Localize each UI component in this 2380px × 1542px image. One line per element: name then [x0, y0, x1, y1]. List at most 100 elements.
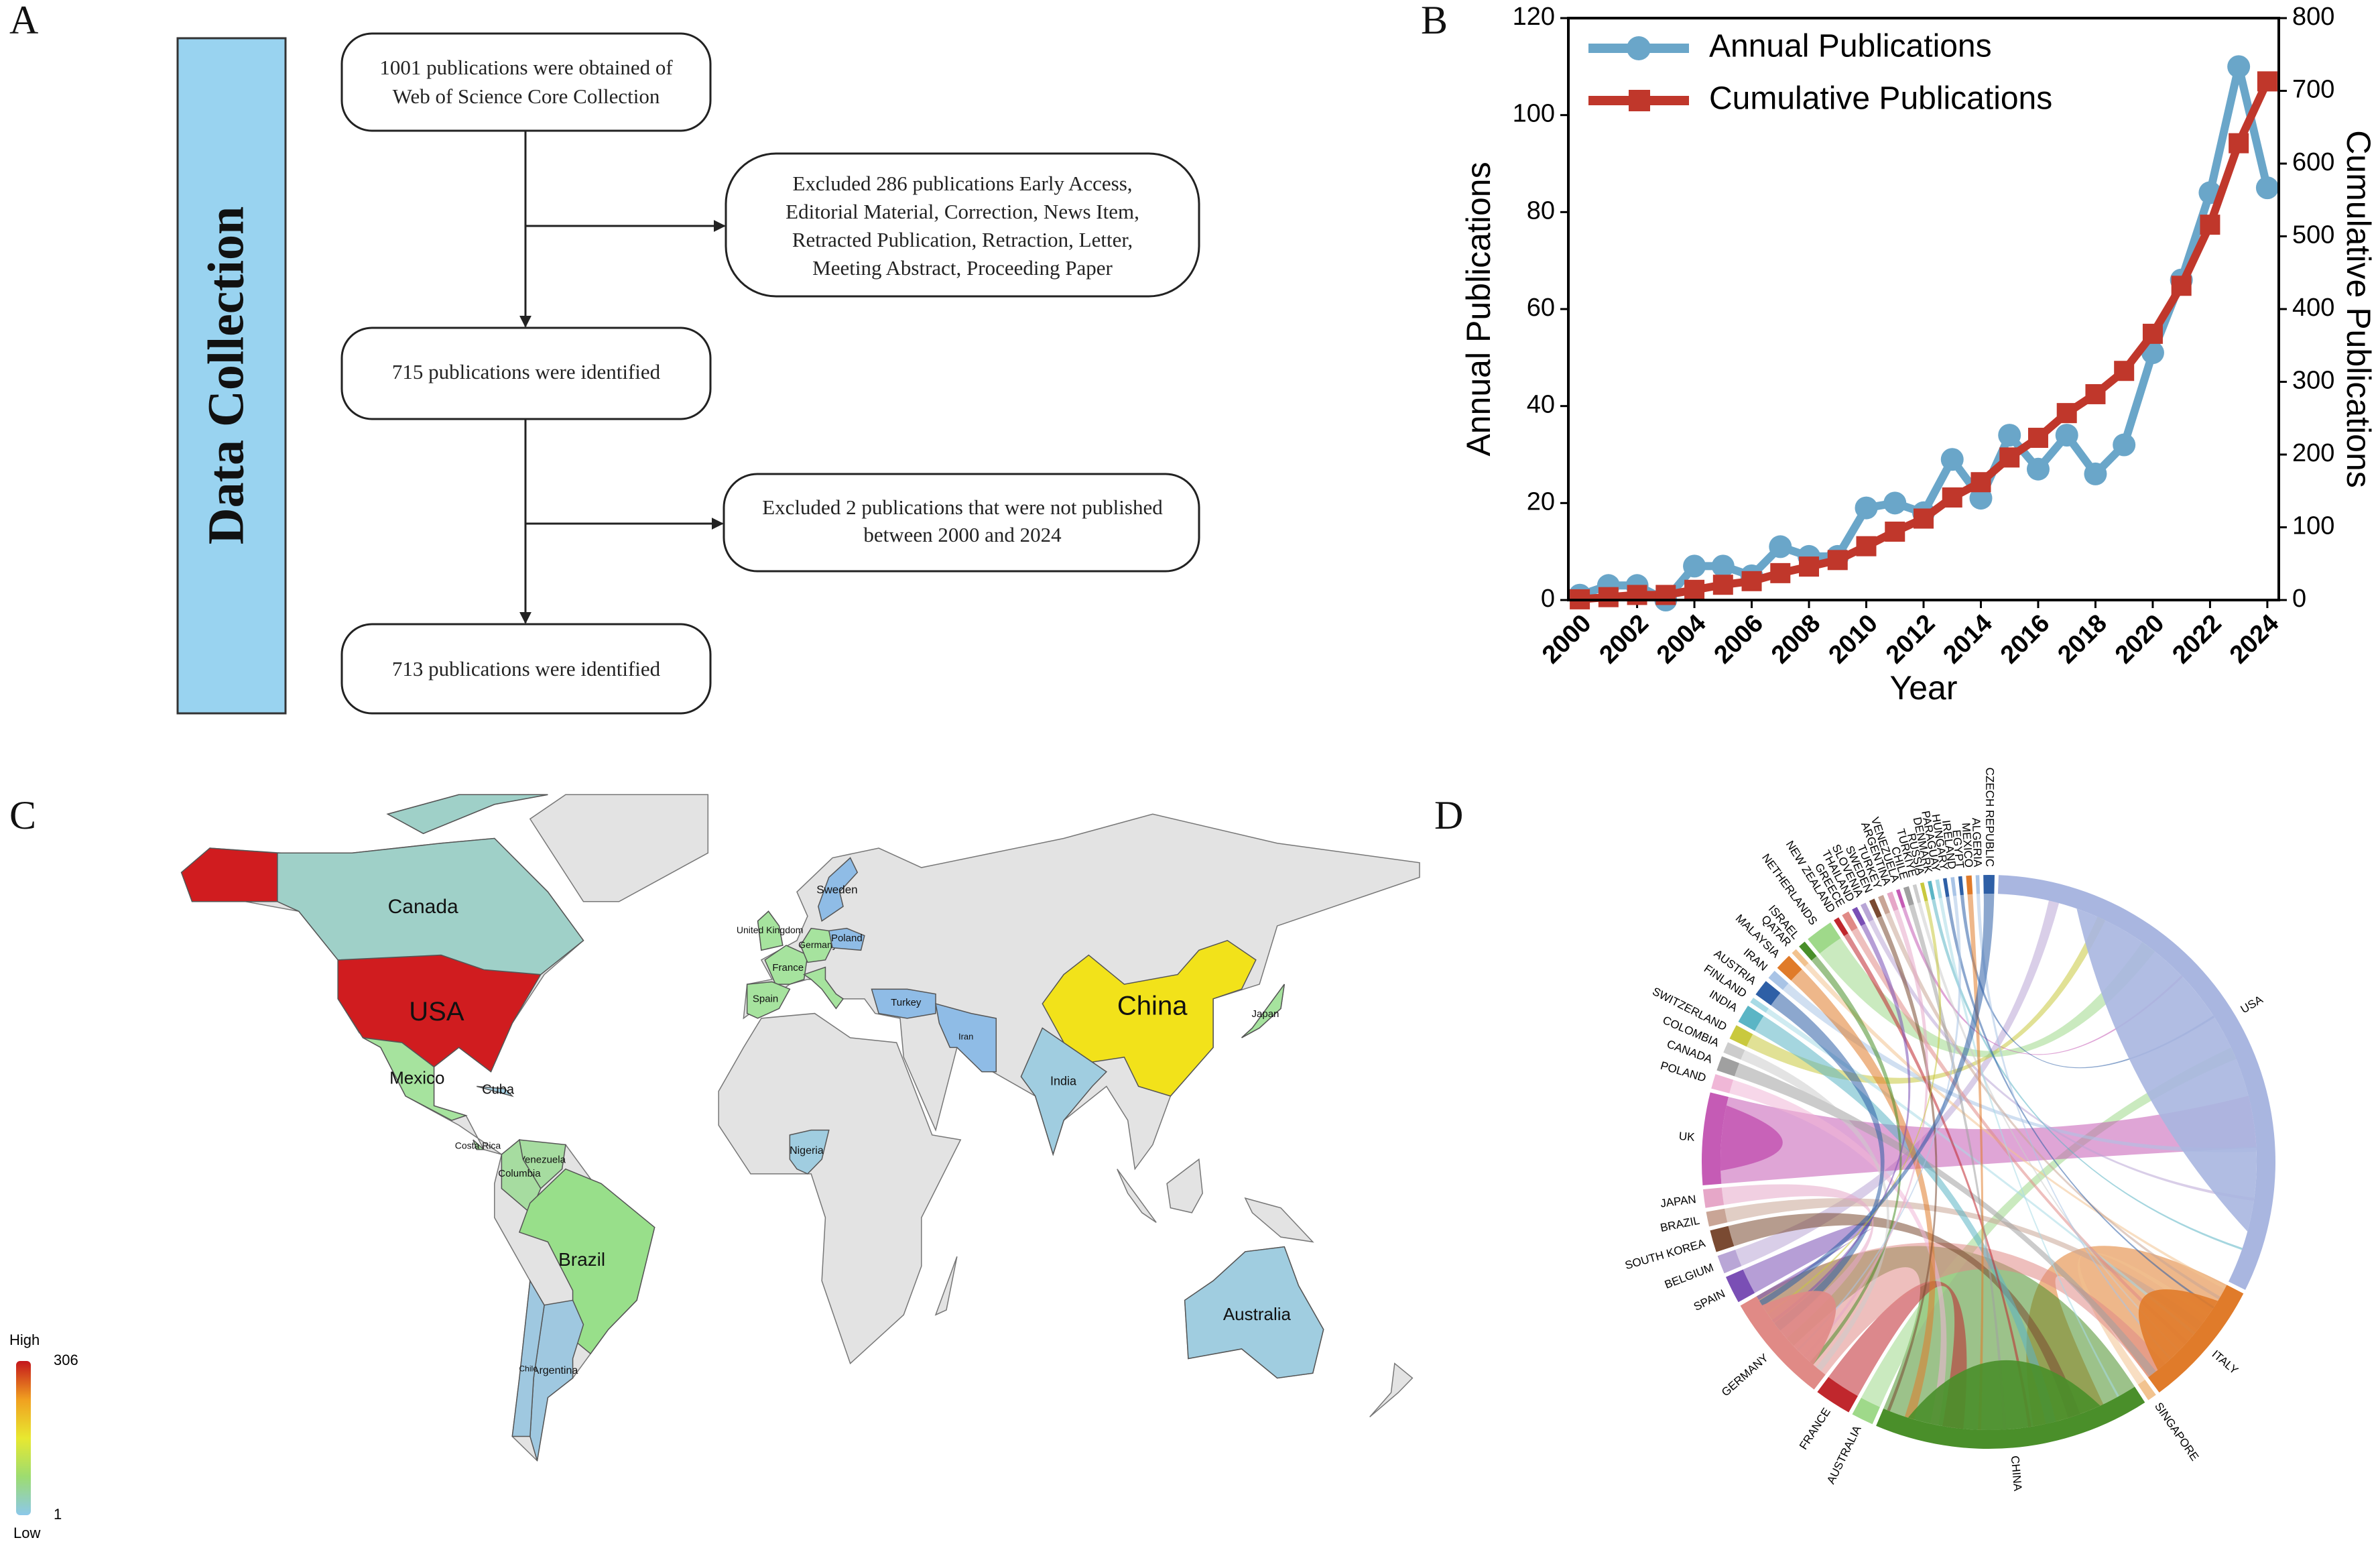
side-box	[176, 37, 287, 715]
x-axis-label: Year	[1889, 669, 1957, 707]
arc	[1975, 875, 1981, 894]
category-label: POLAND	[1659, 1059, 1707, 1085]
x-tick-label: 2002	[1594, 609, 1654, 669]
arc	[1750, 998, 1769, 1013]
y2-tick-label: 100	[2292, 512, 2334, 540]
legend-label: Annual Publications	[1709, 29, 1992, 64]
country	[802, 966, 844, 1010]
marker	[2171, 276, 2192, 296]
country-label: Japan	[1252, 1008, 1279, 1020]
arc	[1768, 971, 1789, 990]
marker	[1942, 487, 1962, 508]
category-label: FRANCE	[1797, 1406, 1833, 1452]
ribbon	[1720, 1095, 2257, 1184]
marker	[2113, 433, 2136, 457]
x-tick-label: 2006	[1709, 609, 1769, 669]
arc	[1710, 1226, 1735, 1252]
flow-text: Web of Science Core Collection	[393, 84, 660, 108]
ribbon	[1771, 992, 1885, 1331]
marker	[2257, 71, 2277, 92]
land	[934, 1256, 958, 1316]
arc	[1860, 902, 1874, 923]
land	[529, 794, 709, 902]
arc	[1777, 955, 1802, 981]
ribbon	[1907, 1360, 2101, 1430]
country-label: Costa Rica	[455, 1140, 501, 1151]
y2-tick-label: 600	[2292, 148, 2334, 176]
country	[518, 1168, 655, 1355]
marker	[2084, 462, 2107, 485]
arc	[1738, 1006, 1764, 1031]
line-chart: 0 20 40 60 80 100 120 0 100 200 300 400 500 600 700 800…	[1460, 3, 2377, 707]
marker	[1940, 448, 1964, 471]
arc	[1755, 981, 1781, 1006]
arc	[1740, 1296, 1826, 1390]
marker	[2056, 403, 2077, 424]
arc	[1808, 922, 1841, 954]
arc	[1711, 1074, 1734, 1093]
arc	[1701, 1092, 1729, 1186]
x-tick-label: 2014	[1938, 609, 1997, 669]
y2-tick-label: 700	[2292, 76, 2334, 104]
y-tick-label: 40	[1527, 391, 1555, 419]
flow-text: Excluded 2 publications that were not pu…	[762, 495, 1163, 519]
arc	[1869, 898, 1882, 918]
category-label: SINGAPORE	[2152, 1400, 2201, 1463]
arc	[1799, 941, 1817, 961]
arc	[1834, 917, 1849, 937]
flow-text: Editorial Material, Correction, News Ite…	[786, 200, 1139, 223]
category-label: SPAIN	[1692, 1287, 1727, 1313]
country-label: India	[1050, 1075, 1077, 1088]
legend-marker	[1627, 36, 1651, 60]
side-label: Data Collection	[198, 206, 254, 544]
marker	[1827, 550, 1848, 571]
category-label: ITALY	[2210, 1348, 2241, 1376]
flow-text: 715 publications were identified	[392, 360, 661, 383]
arc	[1852, 906, 1866, 927]
panel-label: C	[9, 793, 36, 837]
flow-text: 713 publications were identified	[392, 657, 661, 680]
country-label: Australia	[1223, 1304, 1292, 1324]
colorbar-high: High	[9, 1331, 40, 1348]
country	[828, 927, 865, 951]
marker	[1856, 536, 1877, 556]
y-tick-label: 60	[1527, 294, 1555, 322]
marker	[1799, 556, 1820, 577]
country	[1241, 984, 1286, 1039]
country-label: Sweden	[816, 884, 857, 896]
marker	[1684, 579, 1705, 600]
arc	[1702, 1187, 1725, 1208]
x-tick-label: 2020	[2110, 609, 2170, 669]
marker	[1769, 535, 1792, 558]
arc	[1895, 889, 1905, 908]
country	[935, 1003, 997, 1073]
colorbar-min: 1	[54, 1506, 62, 1523]
marker	[1970, 472, 1991, 493]
colorbar	[16, 1361, 31, 1515]
category-label: MEXICO	[1960, 822, 1976, 868]
country	[1020, 1027, 1108, 1156]
arc	[1887, 891, 1899, 911]
marker	[1712, 575, 1733, 595]
ribbon	[1783, 983, 2257, 1152]
country-label: Germany	[798, 939, 837, 950]
arc	[1706, 1208, 1728, 1227]
arc	[1950, 877, 1957, 896]
flow-box	[723, 473, 1200, 573]
ribbon	[1721, 1184, 1874, 1339]
country	[871, 988, 936, 1019]
category-label: JAPAN	[1659, 1193, 1697, 1210]
arc	[1717, 1250, 1742, 1274]
marker	[1855, 496, 1878, 520]
ribbon	[1720, 1105, 1783, 1171]
marker	[1770, 562, 1791, 583]
flow-box	[725, 152, 1200, 298]
marker	[2026, 457, 2050, 481]
flow-box	[340, 32, 712, 132]
ribbon	[1756, 1242, 2166, 1378]
arc	[1958, 876, 1964, 896]
y2-tick-label: 500	[2292, 221, 2334, 249]
x-tick-label: 2008	[1766, 609, 1826, 669]
